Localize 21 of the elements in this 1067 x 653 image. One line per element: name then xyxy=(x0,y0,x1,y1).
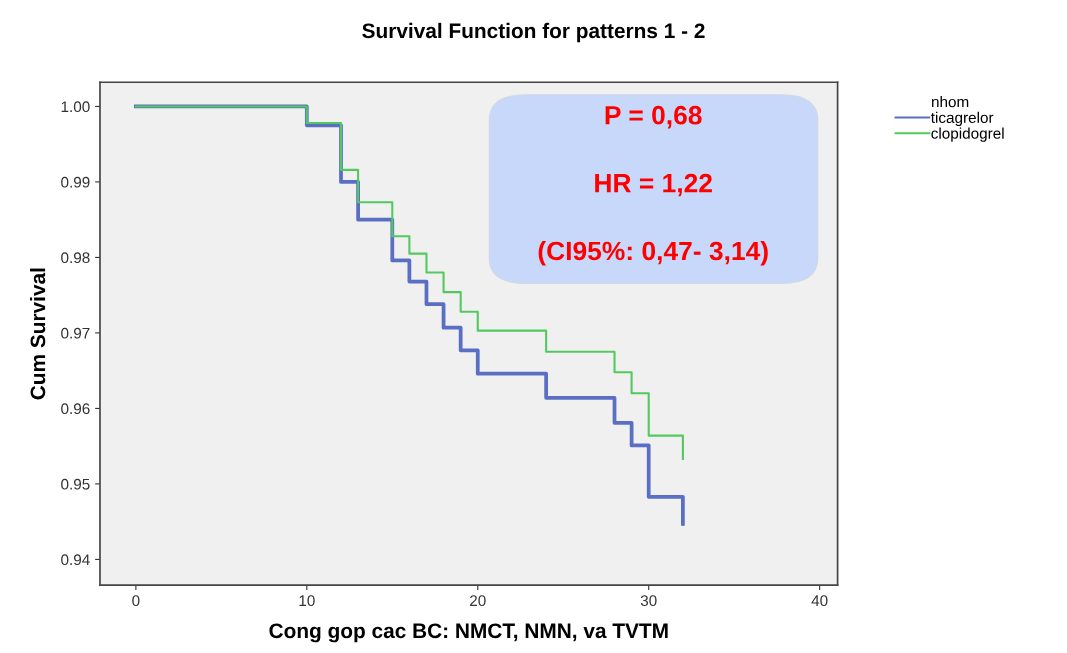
x-tick-label: 0 xyxy=(132,595,140,607)
x-tick-label: 30 xyxy=(640,595,657,607)
legend-title: nhom xyxy=(932,96,969,108)
y-tick-label: 0.94 xyxy=(61,554,90,566)
annotation: HR = 1,22 xyxy=(595,173,712,197)
x-axis-title: Cong gop cac BC: NMCT, NMN, va TVTM xyxy=(269,623,668,643)
x-tick-label: 10 xyxy=(299,595,315,607)
legend-label: clopidogrel xyxy=(931,127,1004,142)
y-tick-label: 1.00 xyxy=(61,101,90,113)
y-axis-title: Cum Survival xyxy=(29,268,46,400)
y-tick-label: 0.95 xyxy=(61,478,90,490)
y-tick-label: 0.97 xyxy=(61,327,90,339)
y-tick-label: 0.99 xyxy=(61,176,90,188)
y-tick-label: 0.98 xyxy=(61,252,90,264)
chart-title: Survival Function for patterns 1 - 2 xyxy=(362,22,705,43)
legend-label: ticagrelor xyxy=(930,111,994,127)
y-tick-label: 0.96 xyxy=(61,403,90,415)
x-tick-label: 20 xyxy=(470,595,486,607)
x-tick-label: 40 xyxy=(811,595,828,607)
annotation: (CI95%: 0,47- 3,14) xyxy=(538,240,768,266)
annotation: P = 0,68 xyxy=(605,105,702,129)
